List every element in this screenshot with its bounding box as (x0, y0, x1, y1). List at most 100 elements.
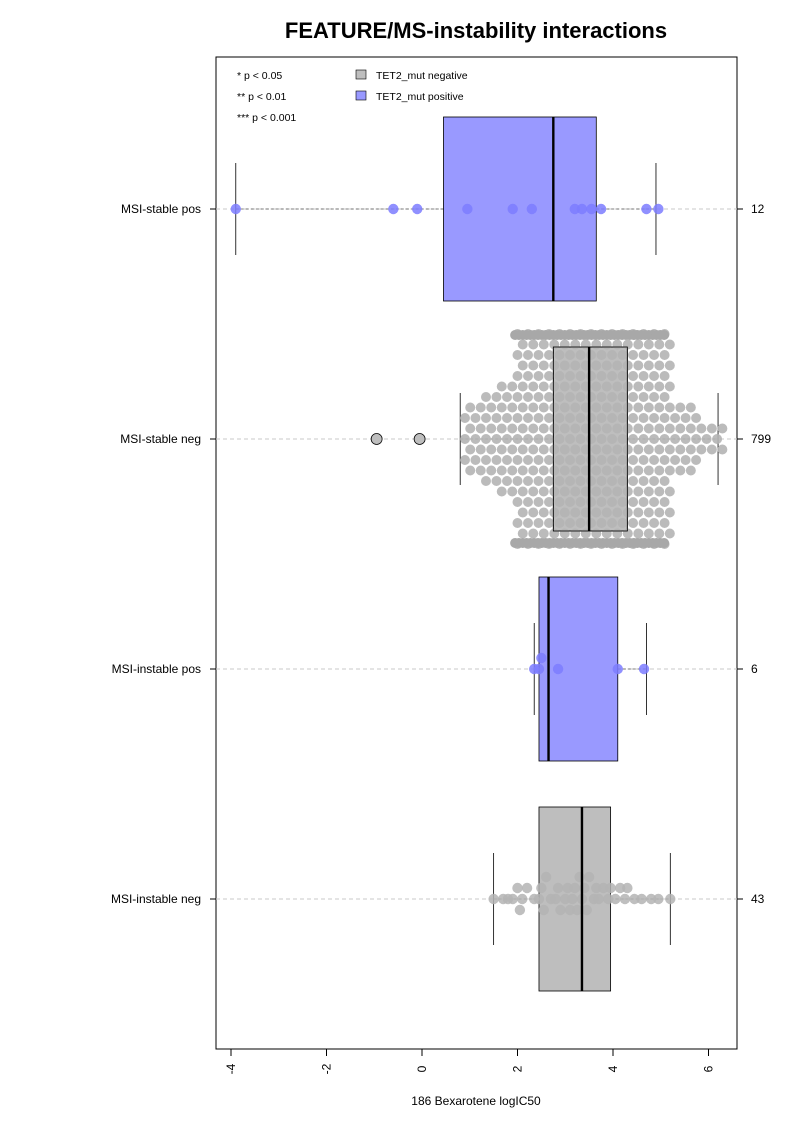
data-point (586, 434, 597, 444)
data-point (533, 455, 544, 465)
data-point (633, 528, 644, 539)
data-point (583, 871, 595, 883)
data-point (612, 402, 623, 413)
data-point (691, 413, 702, 423)
significance-label: *** p < 0.001 (237, 112, 296, 124)
data-point (559, 339, 570, 350)
data-point (586, 455, 597, 465)
data-point (659, 350, 670, 360)
data-point (680, 413, 691, 423)
data-point (664, 402, 675, 413)
data-point (622, 507, 633, 518)
data-point (670, 413, 681, 423)
data-point (607, 350, 618, 360)
data-point (565, 392, 576, 402)
data-point (544, 455, 555, 465)
data-point (612, 339, 623, 350)
data-point (575, 413, 586, 423)
data-point (576, 203, 588, 215)
data-point (536, 882, 547, 894)
data-point (649, 497, 660, 507)
data-point (664, 360, 675, 371)
data-point (649, 350, 660, 360)
data-point (586, 497, 597, 507)
data-point (488, 893, 499, 905)
data-point (675, 423, 686, 434)
data-point (507, 203, 518, 215)
data-point (507, 444, 518, 455)
data-point (512, 476, 523, 486)
data-point (622, 528, 633, 539)
data-point (680, 434, 691, 444)
data-point (559, 381, 570, 392)
data-point (528, 444, 539, 455)
data-point (622, 465, 633, 476)
x-tick-label: 2 (511, 1065, 525, 1072)
data-point (575, 476, 586, 486)
data-point (517, 507, 528, 518)
data-point (601, 381, 612, 392)
data-point (591, 360, 602, 371)
data-point (517, 402, 528, 413)
data-point (517, 381, 528, 392)
data-point (596, 413, 607, 423)
data-point (622, 360, 633, 371)
data-point (638, 497, 649, 507)
data-point (649, 413, 660, 423)
data-point (586, 392, 597, 402)
data-point (517, 486, 528, 497)
data-point (612, 423, 623, 434)
data-point (605, 882, 616, 894)
data-point (512, 413, 523, 423)
data-point (633, 339, 644, 350)
data-point (559, 360, 570, 371)
data-point (507, 486, 518, 497)
data-point (564, 904, 576, 916)
data-point (596, 392, 607, 402)
data-point (480, 476, 491, 486)
data-point (496, 402, 507, 413)
data-point (549, 381, 560, 392)
data-point (607, 434, 618, 444)
data-point (649, 371, 660, 381)
data-point (528, 528, 539, 539)
data-point (659, 538, 670, 548)
data-point (521, 882, 533, 894)
data-point (675, 465, 686, 476)
data-point (654, 360, 665, 371)
data-point (544, 476, 555, 486)
data-point (388, 203, 399, 215)
data-point (612, 528, 623, 539)
data-point (633, 465, 644, 476)
data-point (486, 465, 497, 476)
box (538, 576, 619, 762)
data-point (570, 339, 581, 350)
data-point (633, 381, 644, 392)
data-point (628, 497, 639, 507)
data-point (628, 455, 639, 465)
data-point (565, 518, 576, 528)
data-point (514, 904, 526, 916)
data-point (528, 465, 539, 476)
data-point (570, 486, 581, 497)
data-point (603, 893, 614, 905)
data-point (607, 392, 618, 402)
data-point (664, 444, 675, 455)
data-point (591, 882, 602, 894)
data-point (586, 203, 597, 215)
data-point (507, 402, 518, 413)
data-point (512, 518, 523, 528)
data-point (638, 434, 649, 444)
data-point (670, 434, 681, 444)
data-point (465, 402, 476, 413)
data-point (230, 203, 241, 215)
data-point (596, 455, 607, 465)
data-point (491, 434, 502, 444)
group-label: MSI-stable pos (121, 202, 201, 216)
data-point (544, 350, 555, 360)
data-point (559, 528, 570, 539)
data-point (570, 423, 581, 434)
data-point (550, 893, 561, 905)
data-point (538, 381, 549, 392)
legend-swatch (355, 90, 367, 101)
